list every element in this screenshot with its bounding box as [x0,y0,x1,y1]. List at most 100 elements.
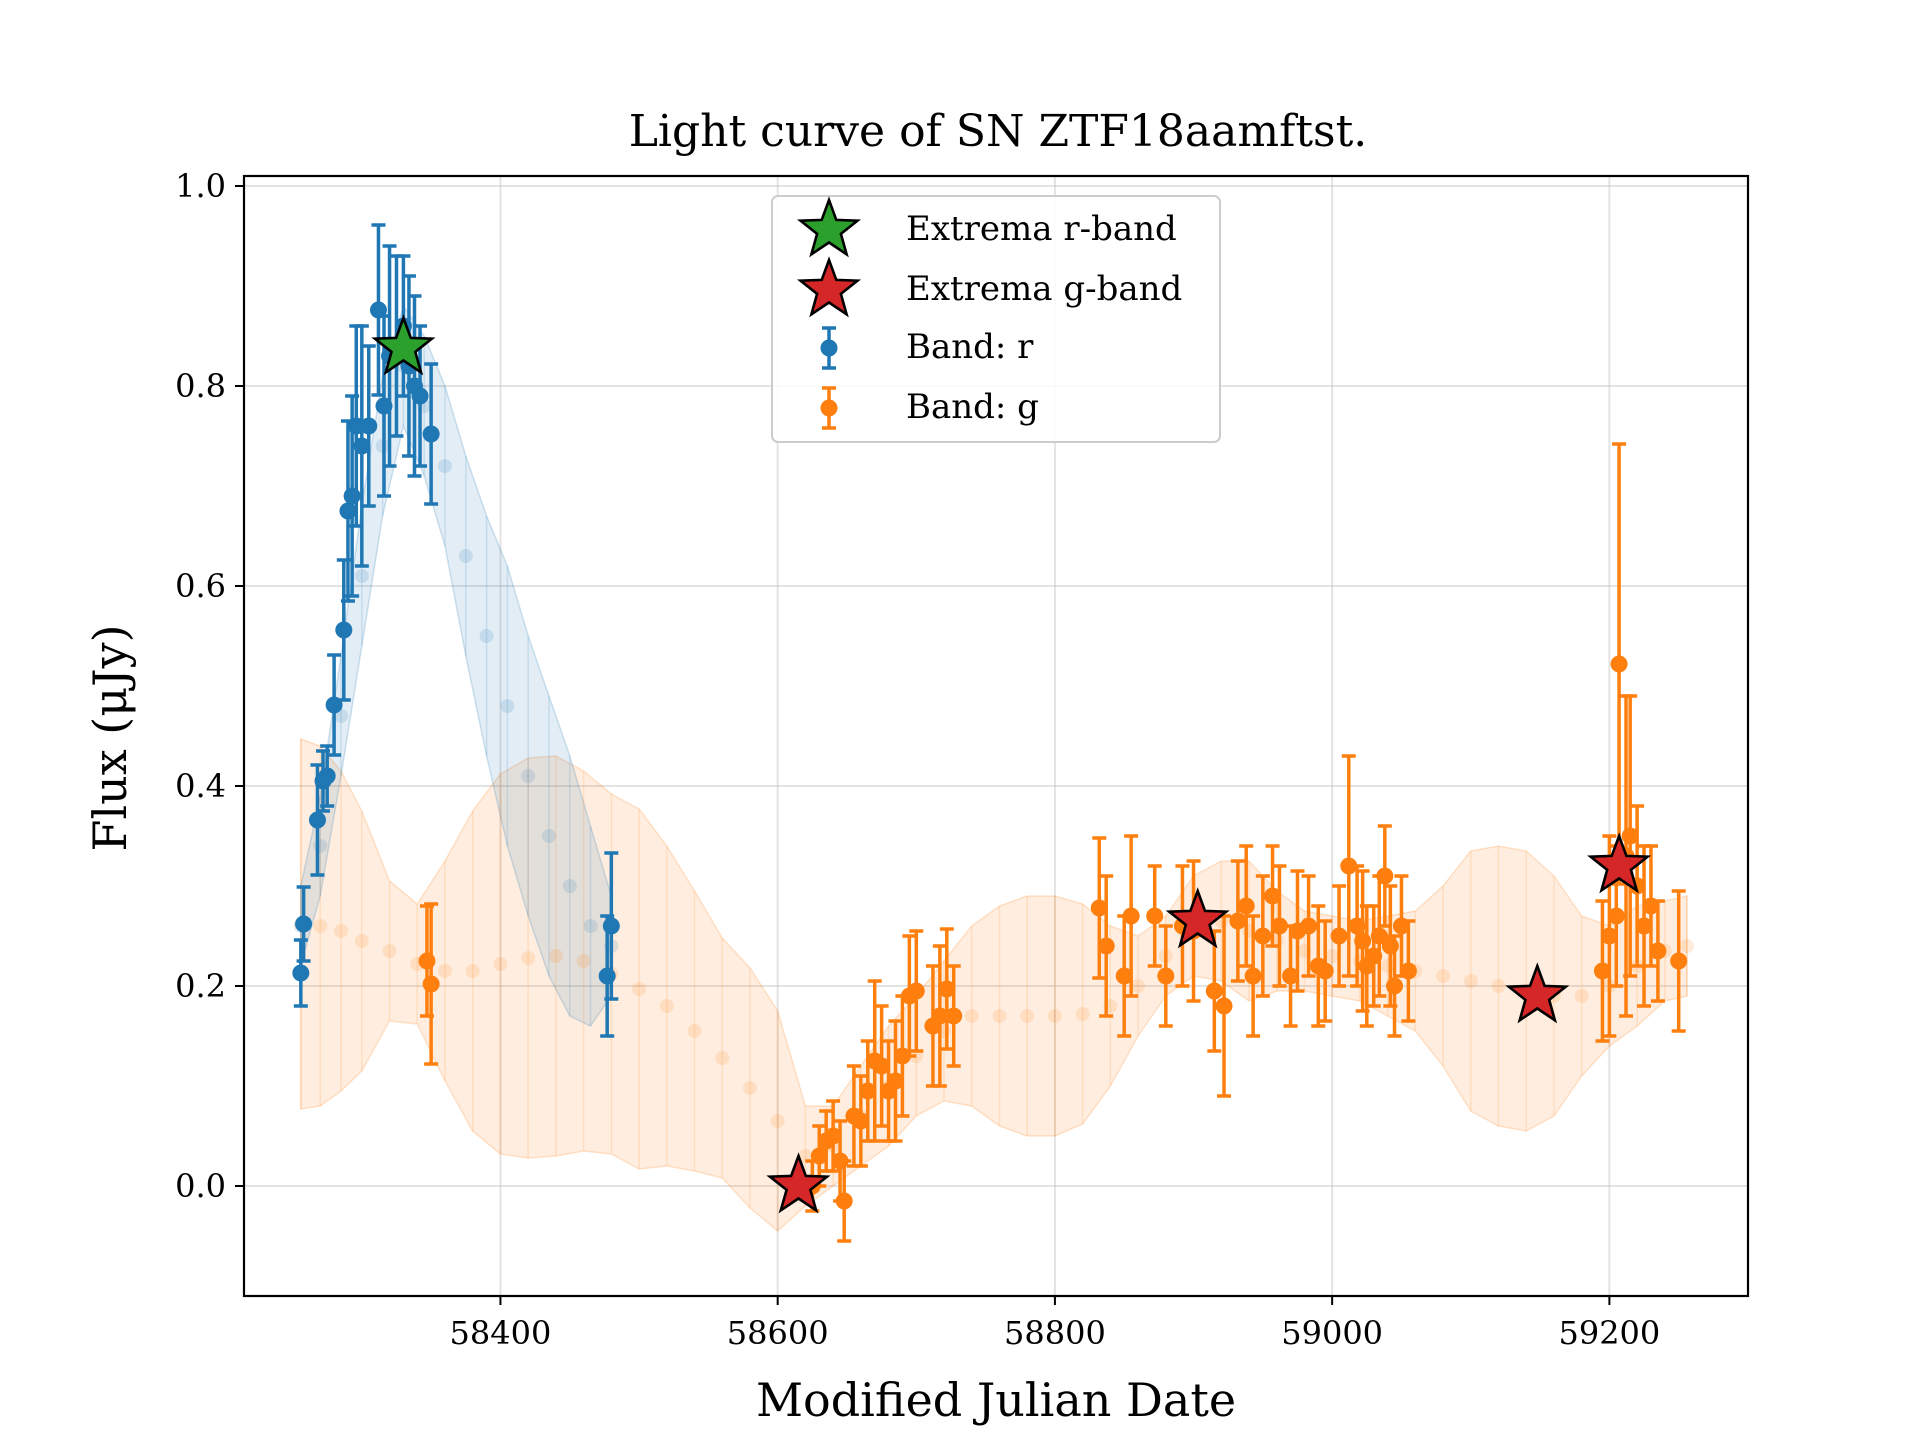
model-point [354,569,369,583]
model-point [479,629,494,643]
data-point [1122,907,1140,925]
x-axis-label: Modified Julian Date [756,1373,1236,1427]
model-point [382,944,397,958]
data-point [343,487,361,505]
data-point [1348,917,1366,935]
model-point [562,879,577,893]
model-point [687,1024,702,1038]
extrema-stars [371,314,1652,1214]
data-point [325,696,343,714]
data-point [1392,917,1410,935]
model-point [313,839,328,853]
data-point [347,417,365,435]
legend-label-extrema-g: Extrema g-band [906,269,1182,309]
data-point [1376,867,1394,885]
data-point [1365,947,1383,965]
legend-box [771,195,1221,443]
data-point [1205,982,1223,1000]
data-point [422,975,440,993]
data-point [1330,927,1348,945]
y-tick-label: 0.4 [175,767,226,805]
y-tick-label: 0.8 [175,367,226,405]
plot-frame [242,174,1750,1298]
model-point [1325,949,1340,963]
data-point [1600,927,1618,945]
data-point [1300,917,1318,935]
extrema-star [1165,887,1230,949]
model-point [465,964,480,978]
model-point [437,964,452,978]
y-tick-label: 0.6 [175,567,226,605]
legend-point [820,399,838,417]
data-point [369,301,387,319]
x-tick-label: 59000 [1281,1314,1383,1352]
model-point [1463,974,1478,988]
model-point [521,769,536,783]
data-point [1635,917,1653,935]
model-point [742,1081,757,1095]
x-tick-label: 58400 [450,1314,552,1352]
data-point [824,1127,842,1145]
data-point [1399,962,1417,980]
data-point [1607,907,1625,925]
data-point [1316,962,1334,980]
data-point [873,1057,891,1075]
data-point [859,1082,877,1100]
data-point [295,915,313,933]
y-axis-label: Flux (μJy) [83,624,137,851]
model-point [1680,939,1695,953]
data-point [931,1007,949,1025]
model-point [493,957,508,971]
model-point [1131,979,1146,993]
data-point [1264,887,1282,905]
legend-marker-extrema-r [796,196,862,258]
legend-label-extrema-r: Extrema r-band [906,209,1177,249]
data-point [1115,967,1133,985]
y-tick-label: 0.0 [175,1167,226,1205]
model-point [659,999,674,1013]
data-point [292,964,310,982]
legend-label-band-g: Band: g [906,387,1039,427]
data-point [360,417,378,435]
legend: Extrema r-band Extrema g-band Band: r Ba… [771,195,1221,443]
model-point [521,951,536,965]
model-point [715,1051,730,1065]
data-point [810,1147,828,1165]
model-point [458,549,473,563]
model-point [313,919,328,933]
data-point [852,1112,870,1130]
data-point [422,425,440,443]
x-tick-label: 58800 [1004,1314,1106,1352]
data-point [835,1192,853,1210]
model-point [1075,1007,1090,1021]
data-point [418,952,436,970]
data-point [893,1047,911,1065]
data-point [1649,942,1667,960]
data-point [602,917,620,935]
data-point [1254,927,1272,945]
model-point [500,699,515,713]
data-point [411,387,429,405]
data-point [1642,897,1660,915]
model-point [992,1009,1007,1023]
legend-marker-extrema-g [796,256,862,318]
data-point [1157,967,1175,985]
data-point [1146,907,1164,925]
model-point [1436,969,1451,983]
data-point [339,502,357,520]
data-point [938,980,956,998]
model-point [334,924,349,938]
model-point [1380,959,1395,973]
model-point [548,949,563,963]
data-point [353,437,371,455]
x-tick-label: 58600 [727,1314,829,1352]
data-point [1090,899,1108,917]
model-band [300,737,1688,1232]
data-point [1354,932,1372,950]
extrema-star [766,1152,831,1214]
x-axis-ticks: 58400 58600 58800 59000 59200 [450,1296,1660,1352]
data-point [1282,967,1300,985]
data-point [1621,827,1639,845]
legend-marker-band-g [820,386,838,430]
